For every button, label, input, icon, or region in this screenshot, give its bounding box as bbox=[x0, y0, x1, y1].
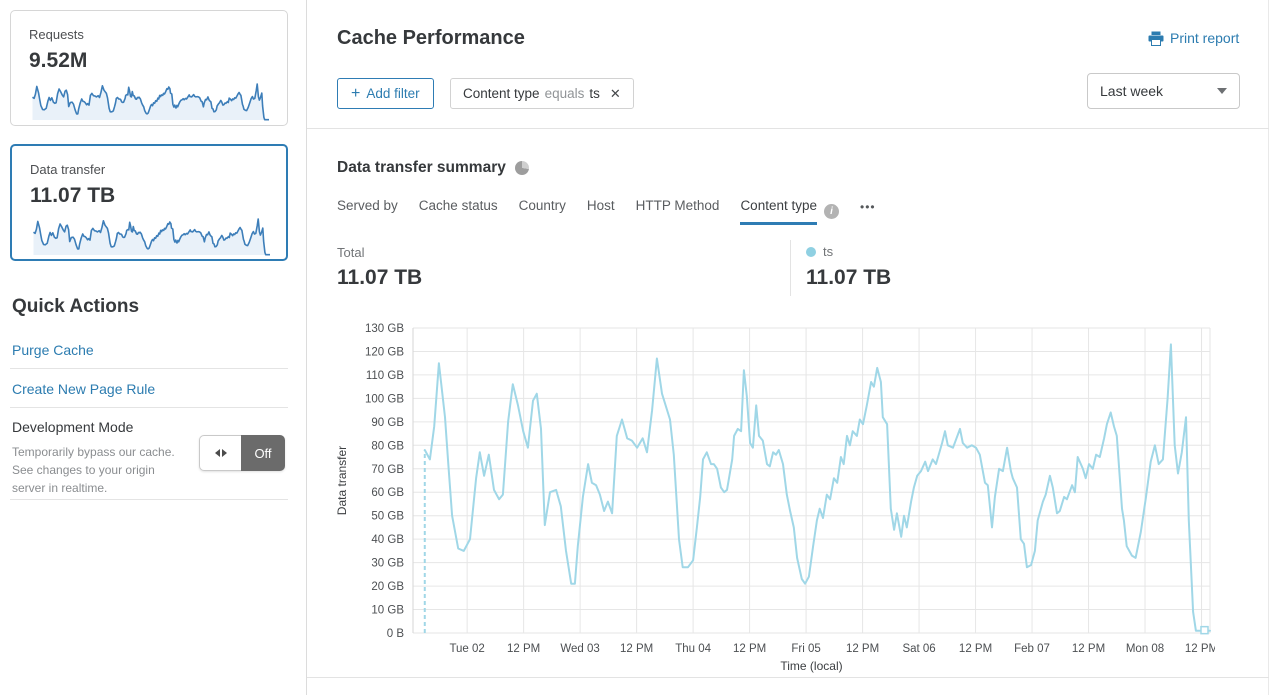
tab-host[interactable]: Host bbox=[586, 198, 615, 213]
svg-text:70 GB: 70 GB bbox=[371, 464, 404, 476]
divider bbox=[307, 677, 1269, 678]
filter-value: ts bbox=[589, 86, 600, 101]
svg-text:12 PM: 12 PM bbox=[959, 643, 992, 655]
requests-card-value: 9.52M bbox=[29, 49, 88, 72]
data-transfer-card-value: 11.07 TB bbox=[30, 184, 116, 207]
time-range-value: Last week bbox=[1100, 83, 1164, 99]
legend-dot bbox=[806, 246, 816, 257]
data-transfer-line-chart: 0 B 10 GB 20 GB 30 GB 40 GB 50 GB 60 GB 70 GB 80… bbox=[335, 323, 1215, 673]
divider bbox=[10, 499, 288, 500]
create-new-page-rule-link[interactable]: Create New Page Rule bbox=[12, 381, 156, 397]
tab-http-method[interactable]: HTTP Method bbox=[635, 198, 720, 213]
dimension-tabs: Served by Cache status Country Host HTTP… bbox=[337, 198, 876, 225]
sidebar-main-divider bbox=[306, 0, 307, 695]
time-range-select[interactable]: Last week bbox=[1087, 73, 1240, 109]
development-mode-toggle[interactable]: Off bbox=[199, 435, 285, 471]
svg-text:130 GB: 130 GB bbox=[365, 323, 404, 335]
svg-text:12 PM: 12 PM bbox=[846, 643, 879, 655]
svg-text:12 PM: 12 PM bbox=[1072, 643, 1105, 655]
data-transfer-metric-card[interactable]: Data transfer 11.07 TB bbox=[10, 144, 288, 261]
svg-text:30 GB: 30 GB bbox=[371, 558, 404, 570]
svg-text:120 GB: 120 GB bbox=[365, 346, 404, 358]
add-filter-button[interactable]: + Add filter bbox=[337, 78, 434, 109]
svg-text:Time (local): Time (local) bbox=[780, 659, 842, 673]
legend-series-value: 11.07 TB bbox=[806, 266, 892, 289]
printer-icon bbox=[1148, 31, 1164, 46]
tab-country[interactable]: Country bbox=[518, 198, 566, 213]
tab-content-type[interactable]: Content type bbox=[740, 198, 817, 225]
svg-text:Feb 07: Feb 07 bbox=[1014, 643, 1050, 655]
pie-chart-icon[interactable] bbox=[514, 161, 529, 175]
data-transfer-sparkline-chart bbox=[33, 218, 270, 256]
print-report-label: Print report bbox=[1170, 30, 1240, 46]
tab-cache-status[interactable]: Cache status bbox=[418, 198, 498, 213]
tab-served-by[interactable]: Served by bbox=[337, 198, 398, 213]
print-report-button[interactable]: Print report bbox=[1148, 30, 1239, 46]
add-filter-label: Add filter bbox=[366, 86, 420, 101]
svg-text:20 GB: 20 GB bbox=[371, 581, 404, 593]
right-edge-divider bbox=[1268, 0, 1269, 695]
toggle-state-label: Off bbox=[241, 435, 285, 471]
summary-title: Data transfer summary bbox=[337, 159, 529, 177]
svg-text:80 GB: 80 GB bbox=[371, 440, 404, 452]
svg-text:12 PM: 12 PM bbox=[733, 643, 766, 655]
filter-chip: Content type equals ts ✕ bbox=[450, 78, 634, 109]
svg-text:40 GB: 40 GB bbox=[371, 534, 404, 546]
total-label: Total bbox=[337, 245, 365, 260]
svg-text:110 GB: 110 GB bbox=[366, 370, 404, 382]
page-title: Cache Performance bbox=[337, 27, 525, 49]
divider bbox=[790, 240, 791, 296]
info-icon[interactable]: i bbox=[824, 204, 839, 219]
requests-card-label: Requests bbox=[29, 27, 84, 42]
toggle-arrows-icon bbox=[199, 435, 241, 471]
remove-filter-button[interactable]: ✕ bbox=[610, 86, 621, 102]
filter-field: Content type bbox=[463, 86, 540, 101]
development-mode-description: Temporarily bypass our cache. See change… bbox=[12, 445, 175, 495]
filter-operator: equals bbox=[544, 86, 585, 101]
more-tabs-button[interactable]: ••• bbox=[860, 200, 876, 214]
svg-text:12 PM: 12 PM bbox=[1185, 643, 1215, 655]
total-value: 11.07 TB bbox=[337, 266, 423, 289]
svg-text:60 GB: 60 GB bbox=[371, 487, 404, 499]
legend-series-name: ts bbox=[823, 244, 834, 259]
requests-metric-card[interactable]: Requests 9.52M bbox=[10, 10, 288, 126]
summary-title-text: Data transfer summary bbox=[337, 159, 506, 176]
quick-actions-title: Quick Actions bbox=[12, 296, 140, 317]
svg-text:Fri 05: Fri 05 bbox=[791, 643, 820, 655]
svg-text:90 GB: 90 GB bbox=[371, 417, 404, 429]
svg-text:Thu 04: Thu 04 bbox=[675, 643, 711, 655]
svg-text:Mon 08: Mon 08 bbox=[1126, 643, 1164, 655]
development-mode-title: Development Mode bbox=[12, 419, 134, 435]
svg-text:Sat 06: Sat 06 bbox=[902, 643, 935, 655]
requests-sparkline-chart bbox=[32, 83, 269, 121]
svg-text:Wed 03: Wed 03 bbox=[560, 643, 599, 655]
chevron-down-icon bbox=[1217, 88, 1227, 94]
data-transfer-card-label: Data transfer bbox=[30, 162, 106, 177]
svg-text:100 GB: 100 GB bbox=[365, 393, 404, 405]
divider bbox=[307, 128, 1269, 129]
plus-icon: + bbox=[351, 84, 361, 102]
svg-text:50 GB: 50 GB bbox=[371, 511, 404, 523]
svg-text:Data transfer: Data transfer bbox=[335, 446, 349, 515]
divider bbox=[10, 368, 288, 369]
series-legend: ts bbox=[806, 244, 833, 259]
svg-text:12 PM: 12 PM bbox=[507, 643, 540, 655]
close-icon: ✕ bbox=[609, 85, 621, 101]
svg-text:0 B: 0 B bbox=[387, 628, 405, 640]
divider bbox=[10, 407, 288, 408]
svg-text:Tue 02: Tue 02 bbox=[449, 643, 484, 655]
svg-text:12 PM: 12 PM bbox=[620, 643, 653, 655]
purge-cache-link[interactable]: Purge Cache bbox=[12, 342, 94, 358]
svg-text:10 GB: 10 GB bbox=[371, 605, 404, 617]
